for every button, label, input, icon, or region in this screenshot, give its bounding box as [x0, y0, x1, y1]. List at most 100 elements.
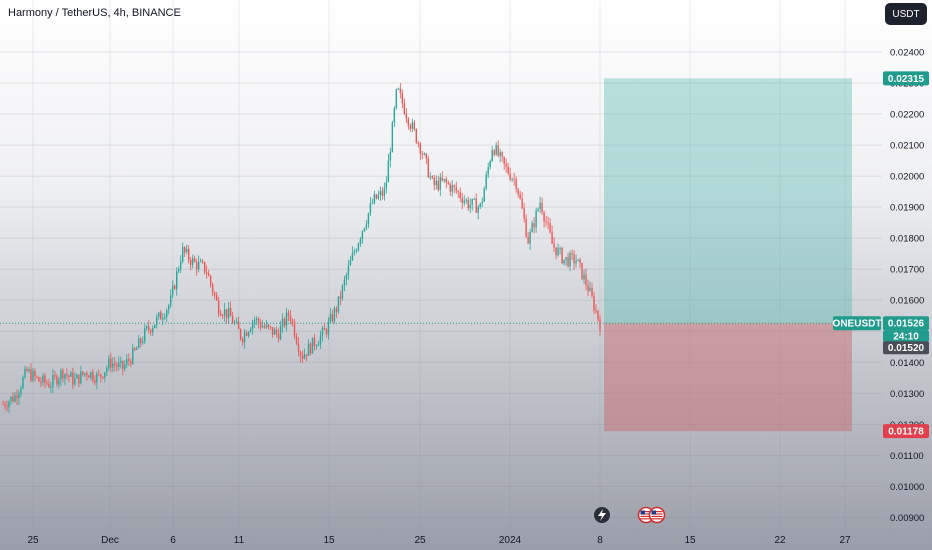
candle-body	[76, 374, 78, 379]
candle-body	[499, 152, 501, 156]
secondary-price-tag: 0.01520	[883, 341, 929, 355]
candle-body	[329, 314, 332, 322]
candle-body	[299, 352, 302, 356]
candle-body	[82, 371, 84, 375]
svg-text:0.01526: 0.01526	[888, 319, 925, 330]
candle-body	[377, 194, 380, 199]
candle-body	[423, 153, 425, 155]
candle-body	[142, 341, 144, 343]
candle-body	[32, 370, 34, 381]
candle-body	[144, 328, 146, 342]
y-tick-label: 0.01800	[890, 234, 924, 245]
event-markers[interactable]	[594, 506, 666, 524]
candle-body	[80, 371, 82, 384]
candle-body	[217, 300, 220, 314]
currency-button[interactable]: USDT	[885, 3, 927, 25]
candle-body	[174, 285, 176, 290]
target-zone	[604, 78, 852, 324]
candle-body	[46, 382, 48, 384]
candle-body	[533, 223, 535, 228]
candle-body	[130, 360, 132, 364]
price-axis[interactable]: 0.024000.023000.022000.021000.020000.019…	[890, 48, 924, 524]
candle-body	[537, 208, 539, 211]
candle-body	[126, 359, 128, 365]
candle-body	[140, 338, 142, 343]
candle-body	[158, 312, 160, 318]
candle-body	[134, 348, 136, 350]
candle-body	[339, 296, 342, 299]
candle-body	[535, 210, 537, 228]
candle-body	[90, 372, 92, 378]
time-axis[interactable]: 25 Dec 6 11 15 25 2024 8 15 22 27	[27, 535, 851, 546]
candle-body	[471, 198, 473, 205]
candle-body	[361, 231, 364, 239]
candle-body	[154, 324, 156, 329]
candle-body	[325, 329, 328, 335]
price-tags: 0.02315 ONEUSDT 0.01526 24:100.01520 0.01178	[833, 71, 929, 439]
candle-body	[511, 178, 513, 180]
x-tick-label: Dec	[101, 535, 119, 546]
candle-body	[112, 363, 114, 368]
candle-body	[148, 326, 150, 330]
candle-body	[453, 185, 455, 188]
candle-body	[211, 284, 214, 293]
us-flag-icon[interactable]	[648, 506, 666, 524]
candle-body	[108, 358, 110, 368]
candle-body	[20, 388, 22, 394]
candle-body	[347, 265, 350, 275]
candle-body	[225, 309, 228, 318]
candle-body	[221, 315, 224, 317]
stop-price-tag: 0.01178	[883, 424, 929, 439]
candle-body	[64, 374, 66, 379]
candle-body	[595, 310, 597, 312]
candle-body	[435, 180, 437, 185]
candle-body	[271, 327, 274, 335]
candle-body	[375, 194, 378, 199]
countdown-tag: 24:10	[883, 330, 929, 343]
candle-body	[92, 372, 94, 381]
candle-body	[187, 248, 190, 260]
candle-body	[373, 194, 376, 203]
lightning-icon[interactable]	[594, 507, 610, 523]
y-tick-label: 0.01100	[890, 451, 924, 462]
candle-body	[116, 365, 118, 367]
candle-body	[437, 180, 439, 190]
candle-body	[579, 259, 581, 263]
candle-body	[305, 354, 308, 357]
candle-body	[259, 323, 262, 328]
candle-body	[106, 367, 108, 373]
candle-body	[68, 375, 70, 377]
candle-body	[421, 153, 423, 155]
candle-body	[241, 338, 244, 343]
candle-body	[96, 373, 98, 383]
candle-body	[281, 318, 284, 327]
candle-body	[6, 406, 8, 408]
candle-body	[409, 125, 412, 129]
candle-body	[118, 362, 120, 367]
candle-body	[413, 122, 416, 130]
candle-body	[102, 376, 104, 379]
candle-body	[451, 185, 453, 192]
x-tick-label: 15	[323, 535, 335, 546]
candle-body	[313, 337, 316, 347]
candle-body	[168, 305, 170, 310]
candle-body	[383, 188, 386, 196]
candle-body	[349, 260, 352, 266]
candle-body	[319, 335, 322, 345]
candle-body	[8, 401, 10, 408]
last-price-tag: 0.01526	[883, 316, 929, 331]
candle-body	[507, 166, 509, 174]
candle-body	[425, 153, 427, 159]
symbol-tag: ONEUSDT	[833, 316, 881, 331]
candle-body	[56, 376, 58, 385]
candle-body	[469, 204, 471, 209]
candle-body	[571, 253, 573, 255]
candle-body	[539, 202, 541, 209]
candle-body	[573, 254, 575, 264]
candle-body	[203, 262, 206, 273]
candle-body	[28, 369, 30, 372]
candle-body	[335, 308, 338, 312]
candle-body	[166, 309, 168, 317]
